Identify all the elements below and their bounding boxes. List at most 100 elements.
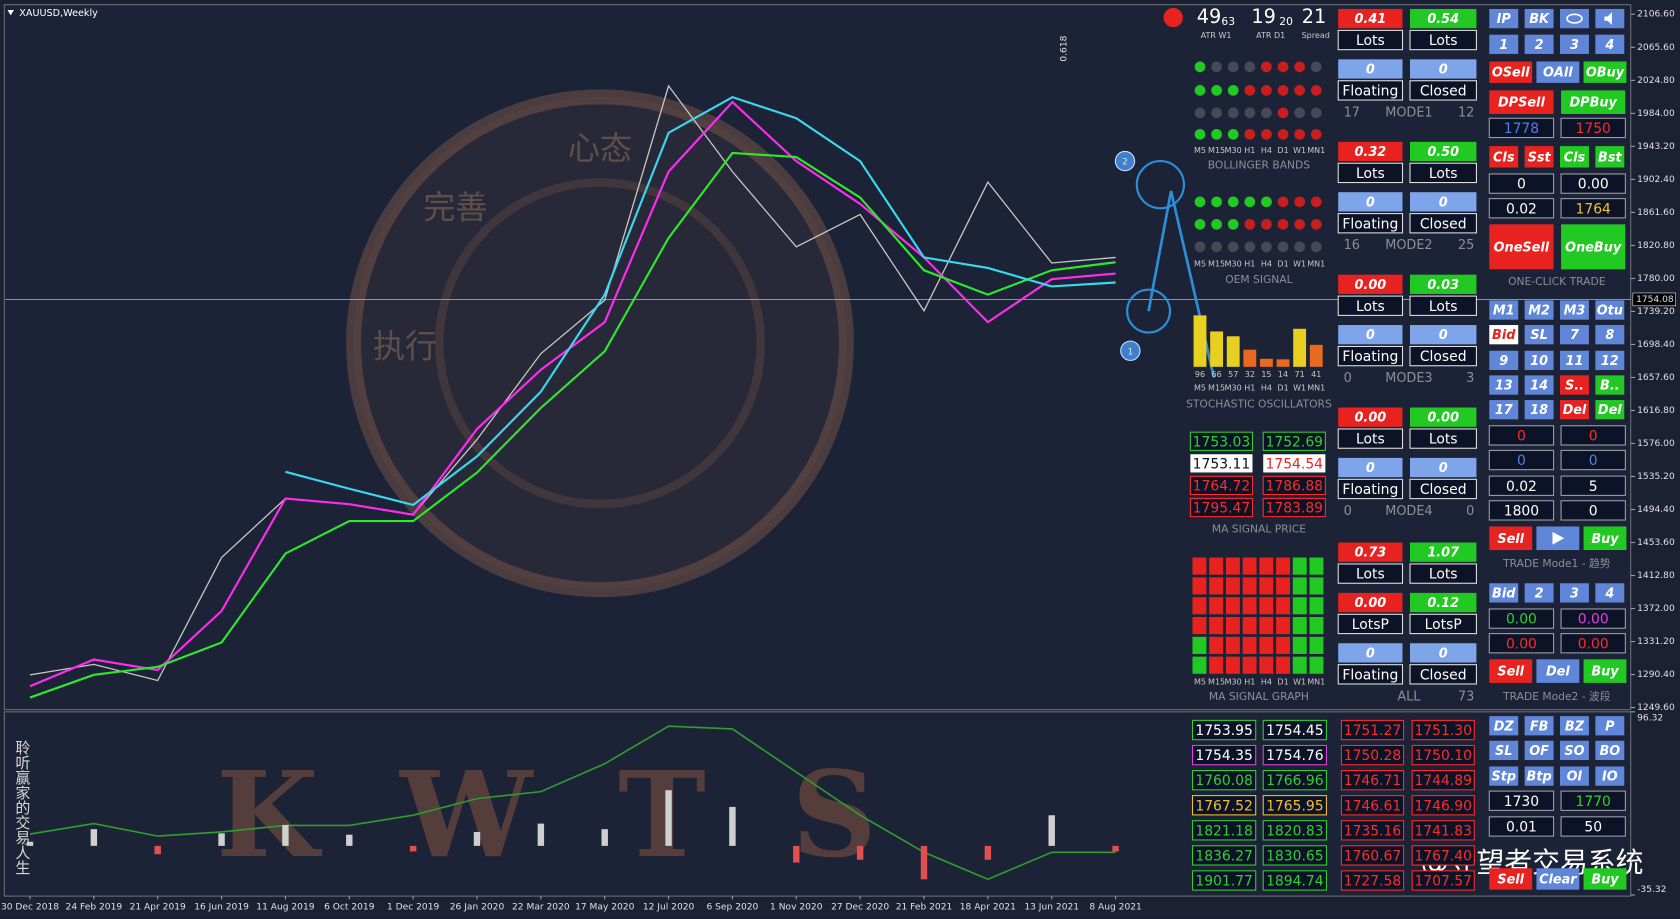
trade-button[interactable]: M3 [1564,304,1586,319]
trade-button[interactable]: M1 [1493,304,1515,319]
trade-button[interactable]: 11 [1566,354,1584,369]
trade-button-box[interactable] [1524,400,1554,420]
trade-button-box[interactable] [1595,146,1625,168]
trade-button[interactable]: 12 [1601,354,1619,369]
trade-button[interactable]: B.. [1600,379,1620,394]
trade-button[interactable]: BZ [1565,719,1585,734]
trade-button[interactable]: 3 [1570,586,1579,601]
trade-button-box[interactable] [1595,325,1625,345]
trade-button-box[interactable] [1489,325,1519,345]
trade-button-box[interactable] [1489,526,1533,551]
trade-button[interactable]: 10 [1530,354,1548,369]
trade-button[interactable]: SL [1495,744,1512,759]
trade-button[interactable]: 4 [1604,38,1614,53]
trade-button-box[interactable] [1524,716,1554,736]
trade-button[interactable]: 7 [1570,328,1579,343]
trade-button[interactable]: Bst [1598,150,1622,165]
trade-button-box[interactable] [1560,375,1589,395]
menu-arrow[interactable] [7,10,14,16]
trade-button-box[interactable] [1583,868,1627,890]
trade-button[interactable]: 14 [1530,379,1548,394]
trade-button-box[interactable] [1524,34,1554,54]
trade-button[interactable]: IP [1497,12,1512,27]
trade-button[interactable]: OAll [1543,66,1573,81]
trade-button-box[interactable] [1536,61,1580,83]
trade-button[interactable]: Del [1546,665,1570,680]
trade-button-box[interactable] [1560,325,1589,345]
trade-button[interactable]: Bid [1492,328,1516,343]
trade-button-box[interactable] [1595,740,1625,761]
trade-button-box[interactable] [1489,224,1554,270]
trade-button[interactable]: DPBuy [1570,96,1618,111]
trade-button[interactable]: BK [1529,12,1550,27]
trade-button-box[interactable] [1560,716,1589,736]
trade-button[interactable]: OSell [1492,66,1530,81]
trade-button-box[interactable] [1583,526,1627,551]
trade-button-box[interactable] [1489,61,1533,83]
trade-button-box[interactable] [1595,300,1625,320]
trade-button-box[interactable] [1536,659,1580,683]
trade-button-box[interactable] [1595,400,1625,420]
trade-button[interactable]: Stp [1491,770,1516,785]
trade-button[interactable]: Sst [1528,150,1552,165]
trade-button-box[interactable] [1560,740,1589,761]
trade-button-box[interactable] [1536,868,1580,890]
trade-button[interactable]: SL [1530,328,1547,343]
trade-button[interactable]: Sell [1497,532,1524,547]
trade-button[interactable]: BO [1599,744,1620,759]
trade-button[interactable]: Cls [1493,150,1515,165]
trade-button-box[interactable] [1560,766,1589,786]
trade-button-box[interactable] [1560,400,1589,420]
trade-button[interactable]: 1 [1499,38,1508,53]
trade-button[interactable]: OF [1529,744,1549,759]
trade-button-box[interactable] [1560,34,1589,54]
trade-button-box[interactable] [1524,8,1554,29]
trade-button[interactable]: SO [1564,744,1584,759]
trade-button[interactable]: 13 [1495,379,1513,394]
trade-button-box[interactable] [1489,300,1519,320]
trade-button-box[interactable] [1524,146,1554,168]
trade-button-box[interactable] [1489,350,1519,371]
trade-button[interactable]: DPSell [1498,96,1545,111]
trade-button[interactable]: OBuy [1586,66,1625,81]
trade-button[interactable]: FB [1530,719,1549,734]
trade-button-box[interactable] [1595,583,1625,603]
trade-button[interactable]: 8 [1605,328,1614,343]
trade-button-box[interactable] [1489,400,1519,420]
trade-button-box[interactable] [1489,90,1554,114]
trade-button[interactable]: 17 [1495,403,1513,418]
trade-button[interactable]: Sell [1497,665,1524,680]
trade-button[interactable]: Bid [1492,586,1516,601]
trade-button-box[interactable] [1595,716,1625,736]
trade-button[interactable]: Del [1563,403,1587,418]
trade-button-box[interactable] [1489,766,1519,786]
trade-button-box[interactable] [1560,300,1589,320]
trade-button-box[interactable] [1524,375,1554,395]
trade-button-box[interactable] [1489,716,1519,736]
trade-button-box[interactable] [1489,146,1519,168]
trade-button[interactable]: OI [1567,770,1583,785]
trade-button[interactable]: 3 [1570,38,1579,53]
trade-button-box[interactable] [1524,583,1554,603]
trade-button[interactable]: Buy [1591,873,1619,888]
trade-button[interactable]: OneSell [1494,240,1550,255]
trade-button[interactable]: Cls [1564,150,1586,165]
trade-button-box[interactable] [1524,740,1554,761]
trade-button-box[interactable] [1489,34,1519,54]
trade-button-box[interactable] [1561,224,1626,270]
trade-button-box[interactable] [1595,766,1625,786]
trade-button[interactable]: Clear [1539,873,1577,888]
icon-button[interactable] [1560,8,1589,29]
trade-button-box[interactable] [1561,90,1626,114]
trade-button-box[interactable] [1489,375,1519,395]
trade-button[interactable]: IO [1602,770,1618,785]
trade-button-box[interactable] [1583,61,1627,83]
trade-button[interactable]: 2 [1535,38,1544,53]
trade-button[interactable]: Buy [1591,532,1619,547]
trade-button-box[interactable] [1595,350,1625,371]
trade-button-box[interactable] [1595,375,1625,395]
trade-button-box[interactable] [1560,350,1589,371]
trade-button-box[interactable] [1524,325,1554,345]
trade-button[interactable]: S.. [1565,379,1584,394]
trade-button-box[interactable] [1524,766,1554,786]
